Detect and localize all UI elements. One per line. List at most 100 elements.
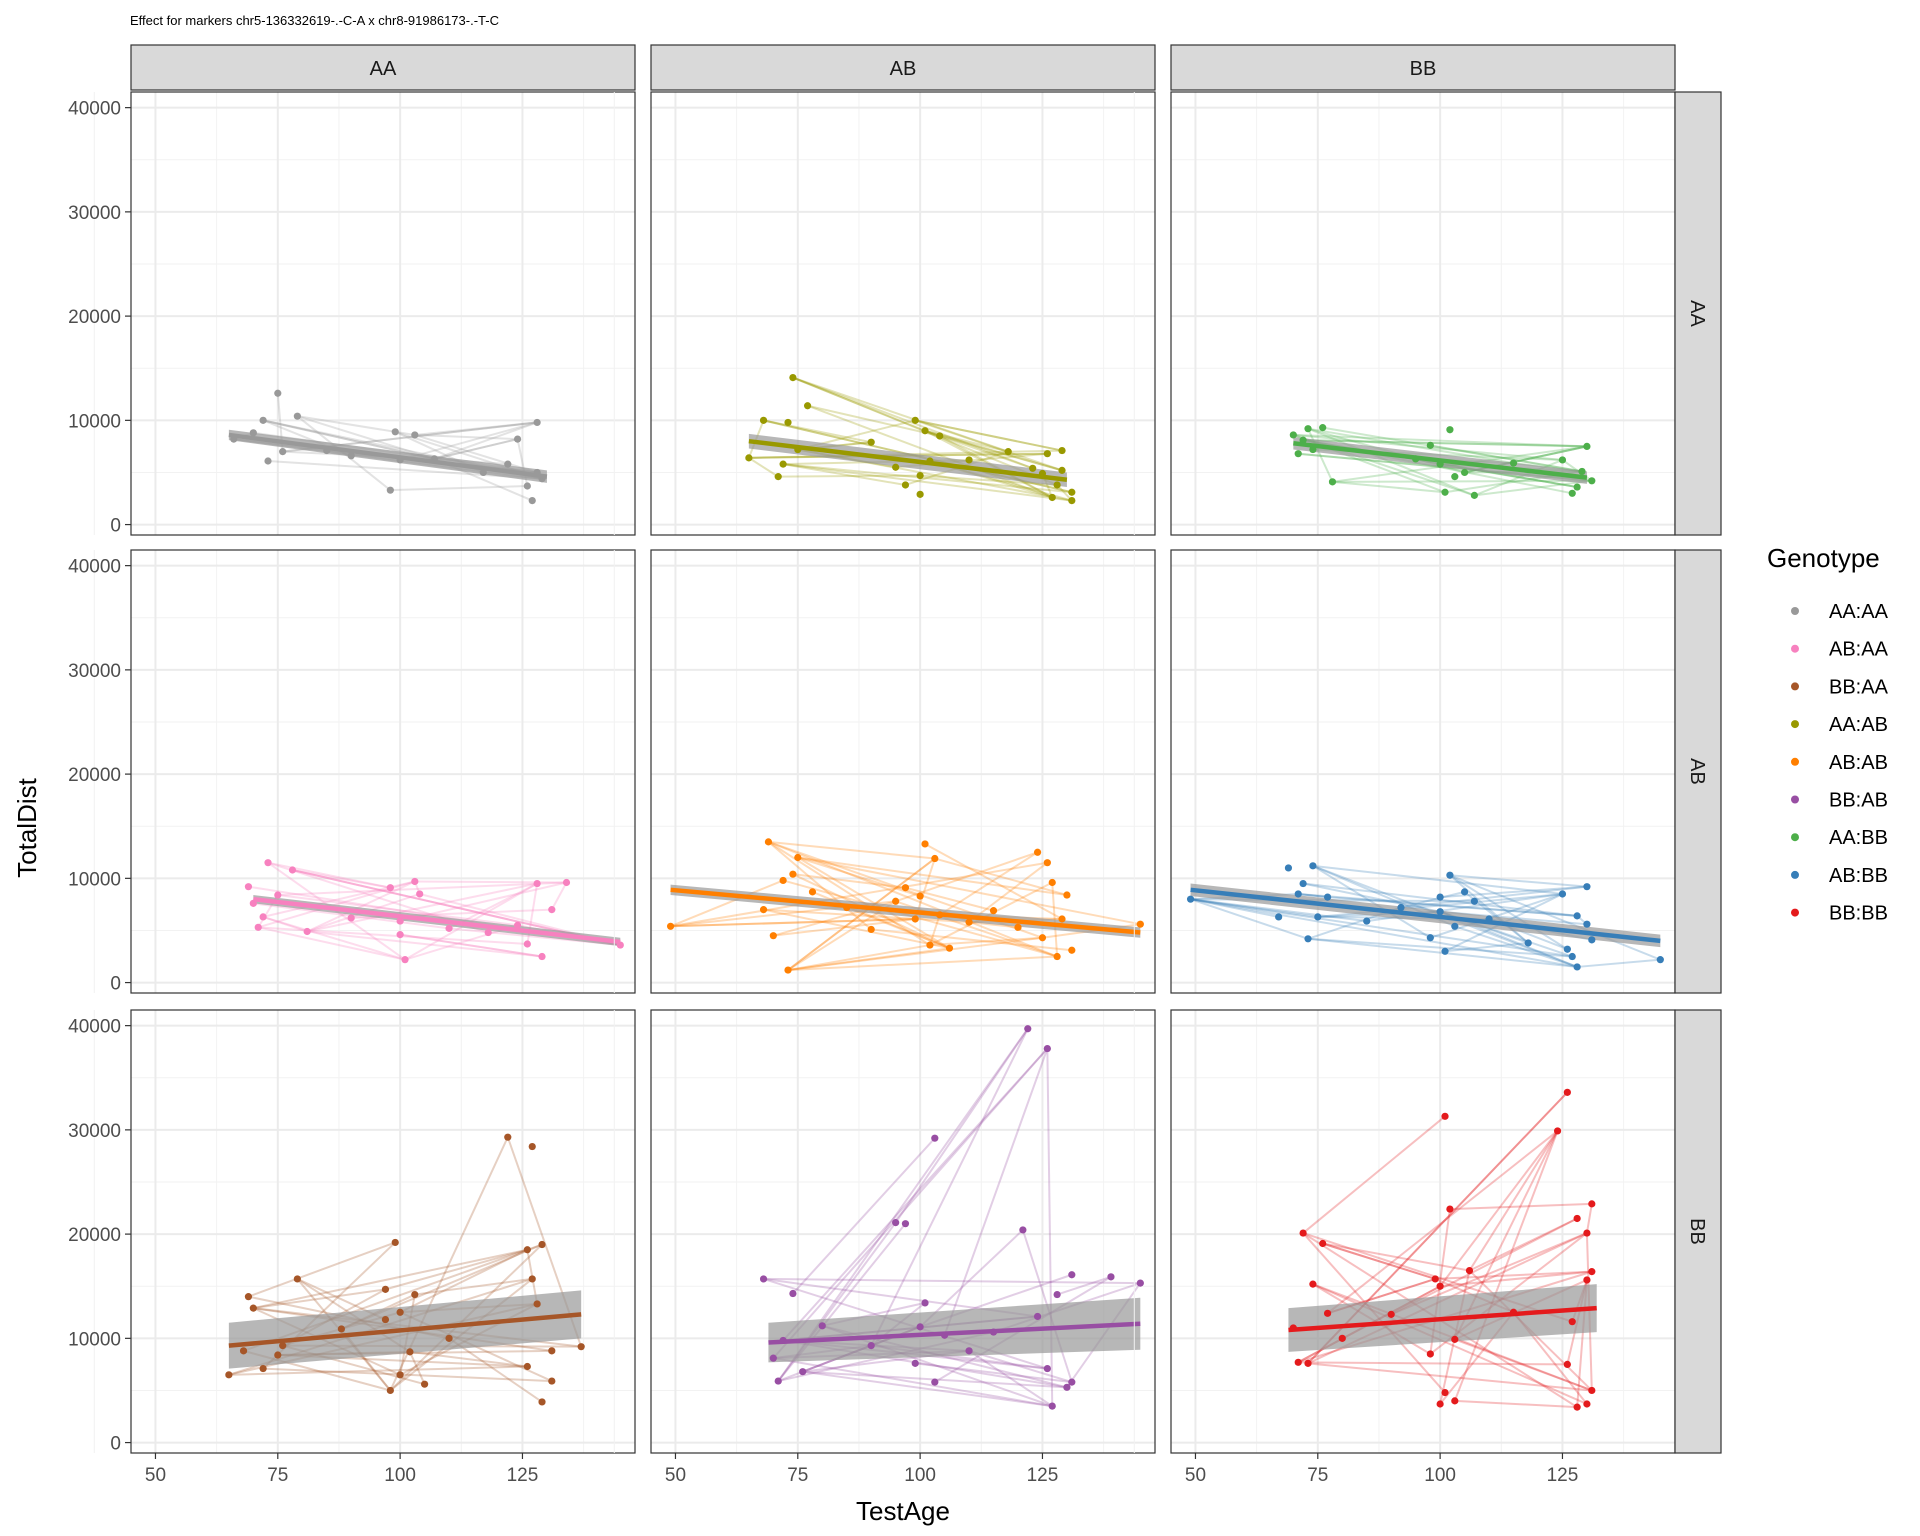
facet-strip-label: BB <box>1410 58 1437 80</box>
data-point <box>1460 888 1469 896</box>
data-point <box>936 432 944 440</box>
x-tick-label: 50 <box>145 1465 166 1486</box>
data-point <box>225 1371 233 1379</box>
trajectory-line <box>1312 864 1563 895</box>
trajectory-line <box>670 917 916 928</box>
data-point <box>1068 497 1076 505</box>
trajectory-line <box>399 1248 528 1314</box>
data-point <box>1053 481 1061 489</box>
trajectory-line <box>1307 1362 1592 1392</box>
data-point <box>921 1299 929 1307</box>
y-tick-label: 20000 <box>68 1225 121 1246</box>
data-point <box>774 473 782 481</box>
data-point <box>921 427 929 435</box>
trajectory-line <box>787 936 1043 972</box>
trajectory-line <box>792 376 1009 453</box>
trajectory-line <box>943 1048 1049 1336</box>
data-point <box>1053 1290 1061 1299</box>
chart-title: Effect for markers chr5-136332619-.-C-A … <box>130 13 499 28</box>
trajectory-line <box>1307 937 1573 958</box>
data-point <box>533 418 541 427</box>
data-point <box>381 1285 390 1293</box>
data-point <box>1048 1402 1056 1410</box>
facet-strip-label: AB <box>890 58 917 80</box>
trajectory-line <box>763 1277 1141 1285</box>
data-point <box>523 940 531 948</box>
trajectory-line <box>1435 1270 1592 1280</box>
trajectory-line <box>253 1248 528 1310</box>
data-point <box>1063 1383 1071 1391</box>
data-point <box>347 914 355 922</box>
data-point <box>396 1371 404 1379</box>
trajectory-line <box>1190 898 1367 923</box>
regression-line <box>1288 1305 1597 1333</box>
data-point <box>1563 945 1571 953</box>
data-point <box>784 966 792 974</box>
data-point <box>1048 493 1056 502</box>
data-point <box>1465 1266 1474 1275</box>
panel-AB-AA <box>93 549 636 994</box>
trajectory-line <box>1585 1203 1593 1234</box>
data-point <box>1441 488 1449 496</box>
data-point <box>1588 1268 1596 1276</box>
legend-item-AB-AB: AB:AB <box>1791 752 1888 774</box>
trajectory-line <box>1302 882 1441 913</box>
data-point <box>274 1351 282 1359</box>
trajectory-line <box>414 1277 533 1296</box>
data-point <box>396 1308 404 1316</box>
confidence-band <box>768 1297 1141 1363</box>
data-point <box>1033 848 1042 856</box>
data-point <box>1319 424 1327 432</box>
y-tick-label: 40000 <box>68 1017 121 1038</box>
x-tick-label: 50 <box>1185 1465 1206 1486</box>
trajectory-line <box>768 840 1058 958</box>
y-tick-label: 0 <box>110 516 121 537</box>
panel-background <box>1171 1010 1675 1453</box>
facet-strip-row-BB <box>1674 1009 1722 1454</box>
y-tick-label: 0 <box>110 974 121 995</box>
data-point <box>1451 1397 1459 1405</box>
trajectory-line <box>924 429 1063 472</box>
legend-label: BB:AB <box>1829 790 1888 812</box>
data-point <box>779 876 787 885</box>
regression-line <box>1190 887 1661 944</box>
trajectory-line <box>414 421 538 436</box>
panel-background <box>131 550 635 993</box>
data-point <box>274 891 282 899</box>
data-point <box>916 490 924 498</box>
data-point <box>548 906 556 914</box>
trajectory-line <box>1449 874 1588 888</box>
data-point <box>1470 897 1478 905</box>
y-tick-label: 30000 <box>68 1121 121 1142</box>
trajectory-line <box>787 947 950 972</box>
data-point <box>764 838 773 846</box>
data-point <box>1107 1273 1115 1281</box>
data-point <box>1289 431 1297 439</box>
trajectory-line <box>1307 428 1334 483</box>
trajectory-line <box>399 933 543 958</box>
trajectory-line <box>434 421 538 460</box>
trajectory-line <box>306 880 416 933</box>
trajectory-line <box>905 886 994 912</box>
facet-strip-label: AA <box>1686 300 1708 327</box>
trajectory-line <box>767 841 872 931</box>
data-point <box>1509 459 1518 467</box>
trajectory-line <box>1430 893 1563 939</box>
trajectory-line <box>1468 1130 1559 1272</box>
data-point <box>921 840 929 848</box>
trajectory-line <box>924 843 1063 920</box>
trajectory-line <box>1190 898 1573 958</box>
panel-border <box>650 91 1156 536</box>
data-point <box>916 892 924 900</box>
trajectory-line <box>1322 1242 1436 1280</box>
trajectory-line <box>385 1248 528 1291</box>
trajectory-line <box>1302 1115 1446 1234</box>
trajectory-line <box>1322 426 1583 473</box>
data-point <box>1573 483 1581 491</box>
regression-line <box>253 896 621 945</box>
x-tick-label: 100 <box>1424 1465 1456 1486</box>
trajectory-line <box>1327 896 1578 917</box>
data-point <box>1436 1282 1444 1290</box>
trajectory-line <box>1307 427 1514 465</box>
data-point <box>945 944 954 952</box>
